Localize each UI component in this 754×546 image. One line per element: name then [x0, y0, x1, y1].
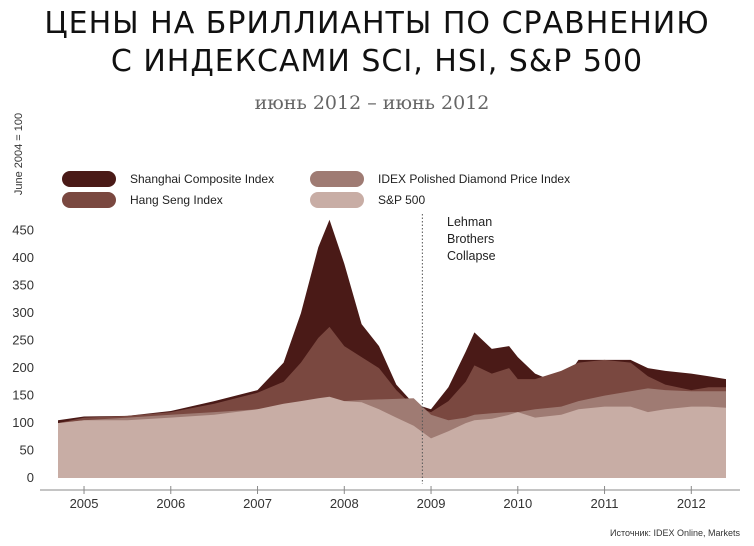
y-tick-label: 150 — [12, 388, 34, 403]
source-note: Источник: IDEX Online, Markets — [610, 528, 740, 538]
legend-swatch-idex — [310, 171, 364, 187]
legend-label-idex: IDEX Polished Diamond Price Index — [378, 172, 571, 186]
legend-label-sp500: S&P 500 — [378, 193, 426, 207]
chart-title-line1: ЦЕНЫ НА БРИЛЛИАНТЫ ПО СРАВНЕНИЮ — [44, 6, 710, 41]
chart-subtitle: июнь 2012 – июнь 2012 — [254, 92, 490, 114]
annotation-line: Brothers — [447, 232, 495, 246]
y-tick-label: 300 — [12, 305, 34, 320]
legend-item-hangseng: Hang Seng Index — [62, 192, 223, 208]
y-tick-label: 200 — [12, 360, 34, 375]
legend-item-idex: IDEX Polished Diamond Price Index — [310, 171, 570, 187]
legend-swatch-sp500 — [310, 192, 364, 208]
y-tick-label: 400 — [12, 250, 34, 265]
x-tick-label: 2011 — [591, 496, 619, 511]
y-tick-label: 250 — [12, 333, 34, 348]
legend-swatch-shanghai — [62, 171, 116, 187]
annotation-line: Collapse — [447, 249, 496, 263]
chart-title-line2: С ИНДЕКСАМИ SCI, HSI, S&P 500 — [110, 44, 644, 79]
area-sp500 — [58, 396, 726, 478]
annotation-line: Lehman — [447, 215, 493, 229]
y-tick-label: 450 — [12, 223, 34, 238]
legend-swatch-hangseng — [62, 192, 116, 208]
y-tick-label: 350 — [12, 278, 34, 293]
x-tick-label: 2010 — [503, 496, 532, 511]
x-tick-label: 2012 — [677, 496, 706, 511]
y-tick-label: 0 — [27, 470, 34, 485]
lehman-annotation: Lehman Brothers Collapse — [447, 214, 496, 265]
legend-label-hangseng: Hang Seng Index — [130, 193, 223, 207]
legend-label-shanghai: Shanghai Composite Index — [130, 172, 275, 186]
x-tick-label: 2005 — [70, 496, 99, 511]
y-tick-label: 50 — [20, 443, 34, 458]
x-tick-label: 2009 — [417, 496, 446, 511]
x-tick-label: 2006 — [156, 496, 185, 511]
legend-item-shanghai: Shanghai Composite Index — [62, 171, 274, 187]
x-tick-label: 2008 — [330, 496, 359, 511]
legend-item-sp500: S&P 500 — [310, 192, 425, 208]
y-tick-label: 100 — [12, 415, 34, 430]
x-tick-label: 2007 — [243, 496, 272, 511]
